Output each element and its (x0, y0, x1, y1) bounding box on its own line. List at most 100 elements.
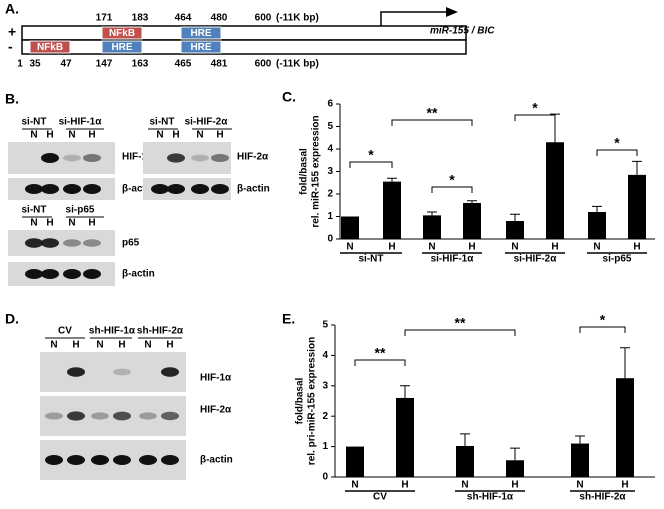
bar (571, 443, 589, 477)
y-axis-label: rel. pri-miR-155 expression (307, 337, 318, 465)
tss-arrowhead (446, 7, 458, 17)
x-tick-label: N (351, 480, 358, 491)
group-label: si-NT (150, 117, 175, 128)
error-bar (575, 435, 585, 444)
band (113, 411, 131, 421)
band (63, 269, 81, 279)
promoter-top (21, 25, 467, 41)
lane-label: N (30, 130, 37, 141)
group-label: si-HIF-2α (185, 117, 229, 128)
y-tick-label: 4 (322, 350, 328, 361)
band (83, 154, 101, 162)
protein-label: HIF-2α (237, 152, 269, 163)
band (45, 412, 63, 420)
significance-bracket (391, 119, 473, 126)
element-label: HRE (190, 28, 211, 39)
x-tick-label: H (388, 242, 395, 253)
band (67, 367, 85, 377)
panel-label: B. (5, 91, 19, 107)
lane-label: H (72, 340, 79, 351)
protein-label: β-actin (200, 455, 233, 466)
band (83, 269, 101, 279)
band (67, 455, 85, 465)
lane-label: N (196, 130, 203, 141)
band (63, 239, 81, 247)
band (91, 412, 109, 420)
group-label: si-HIF-2α (514, 254, 558, 265)
position-label: 600 (255, 13, 272, 24)
bar (396, 397, 414, 477)
y-axis-label: fold/basal (299, 148, 310, 195)
band (41, 269, 59, 279)
element-box (29, 40, 71, 54)
lane-label: H (172, 130, 179, 141)
x-tick-label: H (511, 480, 518, 491)
bar (383, 181, 401, 239)
protein-label: β-actin (122, 184, 155, 195)
band (139, 455, 157, 465)
significance-bracket (354, 359, 406, 366)
band (41, 238, 59, 248)
protein-label: HIF-1α (200, 373, 232, 384)
protein-label: β-actin (122, 269, 155, 280)
strand-label: - (8, 39, 13, 55)
band (83, 184, 101, 194)
error-bar (387, 177, 397, 182)
lane-label: H (216, 130, 223, 141)
significance-bracket (596, 149, 638, 156)
lane-label: N (156, 130, 163, 141)
band (151, 184, 169, 194)
band (63, 154, 81, 162)
band (191, 184, 209, 194)
panel-label: C. (282, 89, 296, 105)
position-label: 47 (60, 59, 72, 70)
panel-label: D. (5, 311, 19, 327)
bar (616, 378, 634, 477)
bar (546, 142, 564, 239)
x-tick-label: N (511, 242, 518, 253)
y-tick-label: 2 (322, 411, 328, 422)
position-label: 600 (255, 59, 272, 70)
group-label: si-NT (22, 117, 47, 128)
lane-label: H (166, 340, 173, 351)
x-tick-label: H (633, 242, 640, 253)
lane-label: H (118, 340, 125, 351)
group-label: sh-HIF-1α (89, 326, 136, 337)
band (113, 368, 131, 376)
group-label: CV (373, 492, 387, 503)
y-tick-label: 1 (322, 441, 328, 452)
band (191, 154, 209, 162)
element-label: NFkB (37, 42, 63, 53)
y-tick-label: 3 (327, 166, 333, 177)
y-tick-label: 2 (327, 189, 333, 200)
lane-label: N (144, 340, 151, 351)
element-box (101, 40, 143, 54)
lane-label: N (30, 218, 37, 229)
element-label: HRE (111, 42, 132, 53)
position-label: 481 (211, 59, 228, 70)
significance-label: ** (427, 105, 438, 121)
band (41, 184, 59, 194)
lane-label: N (96, 340, 103, 351)
position-label: 171 (96, 13, 113, 24)
y-tick-label: 5 (322, 320, 328, 331)
position-label: 480 (211, 13, 228, 24)
position-label: 183 (132, 13, 149, 24)
position-label: 35 (29, 59, 41, 70)
position-label: 147 (96, 59, 113, 70)
band (63, 184, 81, 194)
y-tick-label: 0 (327, 234, 333, 245)
tss-arrow (380, 11, 448, 26)
group-label: CV (58, 326, 72, 337)
element-label: NFkB (109, 28, 135, 39)
position-label: 464 (175, 13, 192, 24)
protein-label: p65 (122, 238, 140, 249)
band (161, 367, 179, 377)
band (25, 269, 43, 279)
significance-label: ** (455, 315, 466, 331)
lane-label: H (88, 218, 95, 229)
error-bar (467, 200, 477, 203)
significance-label: * (368, 147, 374, 163)
group-label: si-p65 (603, 254, 632, 265)
